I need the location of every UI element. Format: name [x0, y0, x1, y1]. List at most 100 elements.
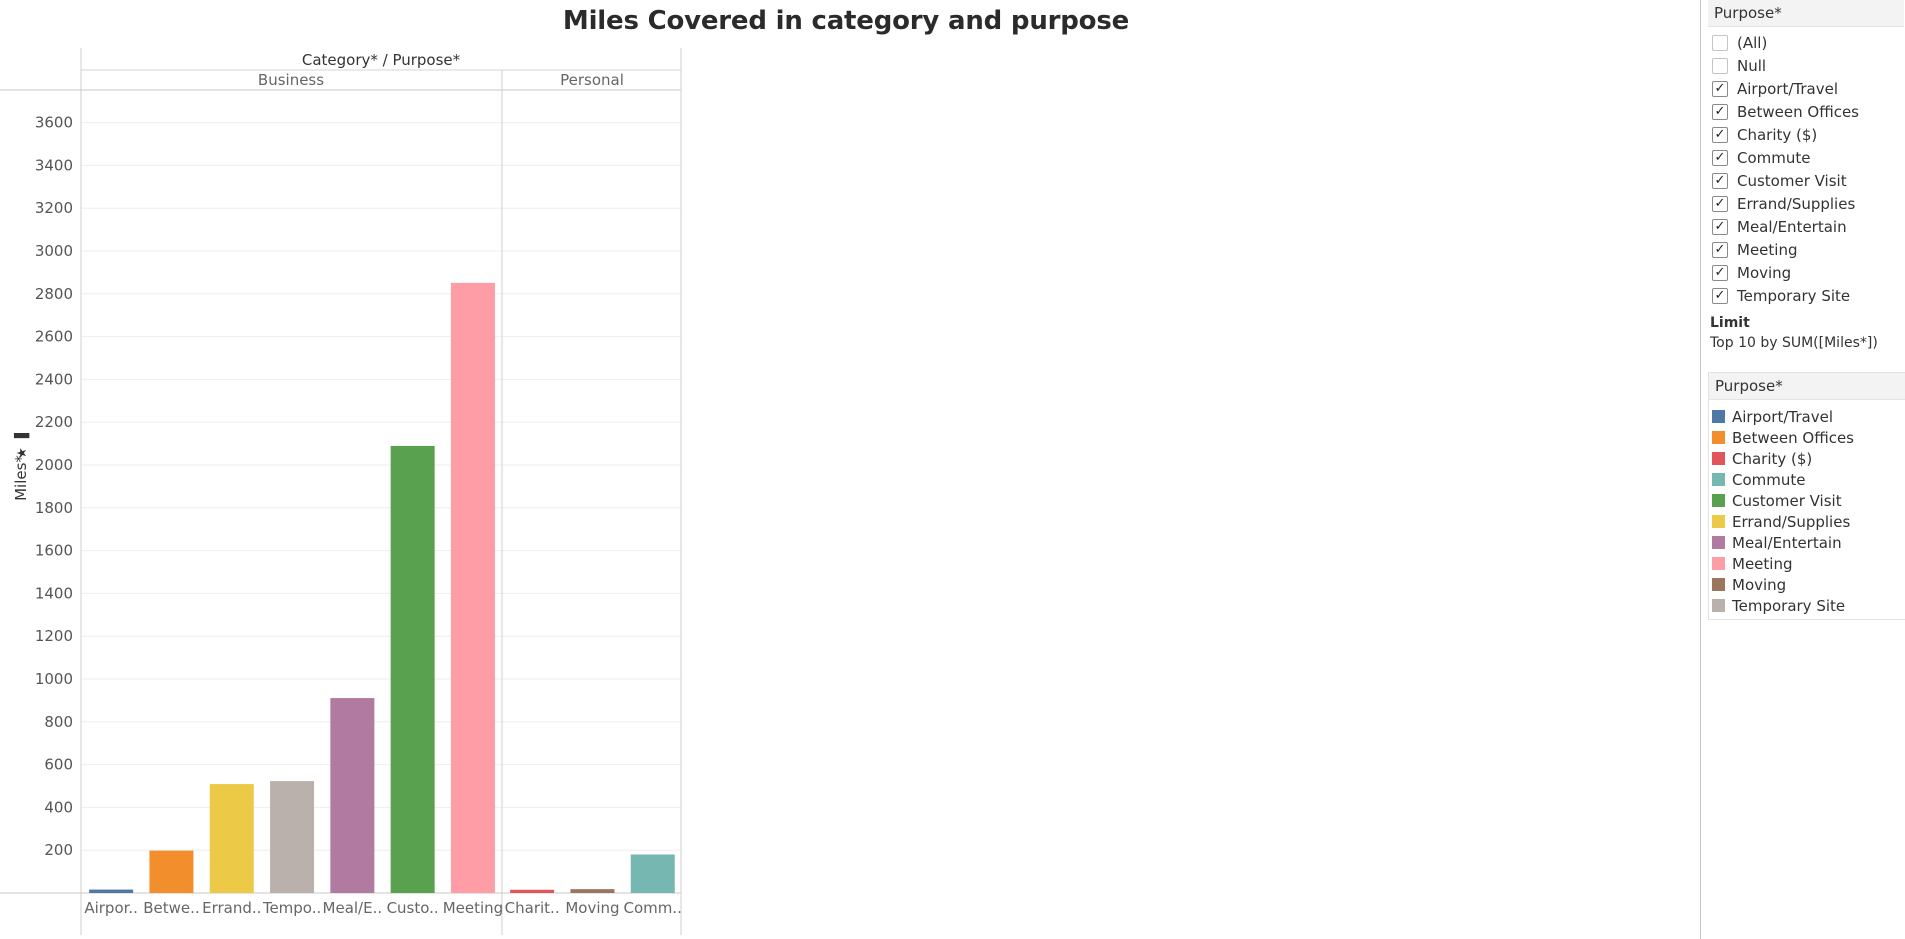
y-tick-label: 600	[44, 756, 73, 774]
filter-item-label: Meeting	[1737, 240, 1798, 259]
filter-item[interactable]: ✓ Between Offices	[1708, 100, 1904, 123]
y-tick-label: 800	[44, 713, 73, 731]
y-tick-label: 1000	[35, 670, 73, 688]
legend-item[interactable]: Between Offices	[1709, 427, 1905, 448]
bar-chart: Category* / Purpose* Business Personal 200 4…	[0, 48, 682, 935]
checkbox-checked-icon[interactable]: ✓	[1712, 264, 1728, 281]
bar	[630, 854, 675, 893]
filter-item-label: Temporary Site	[1737, 286, 1851, 305]
checkbox-checked-icon[interactable]: ✓	[1712, 241, 1728, 258]
y-tick-label: 1600	[35, 542, 73, 560]
filter-item[interactable]: ✓ Meeting	[1708, 238, 1904, 261]
legend-item-label: Errand/Supplies	[1732, 512, 1851, 531]
y-tick-label: 1200	[35, 627, 73, 645]
y-tick-label: 3400	[35, 156, 73, 174]
checkbox-unchecked-icon[interactable]	[1712, 57, 1728, 74]
checkbox-unchecked-icon[interactable]	[1712, 34, 1728, 51]
x-tick-label: Meal/E..	[323, 899, 383, 917]
bar	[270, 781, 315, 893]
legend-item[interactable]: Meal/Entertain	[1709, 532, 1905, 553]
legend-item[interactable]: Temporary Site	[1709, 595, 1905, 616]
legend-swatch	[1712, 431, 1725, 444]
checkbox-checked-icon[interactable]: ✓	[1712, 103, 1728, 120]
legend-item-label: Airport/Travel	[1732, 407, 1833, 426]
y-tick-label: 1400	[35, 584, 73, 602]
filter-item-label: Null	[1737, 56, 1767, 75]
legend-item-label: Between Offices	[1732, 428, 1854, 447]
limit-label: Limit	[1710, 315, 1750, 331]
legend-swatch	[1712, 536, 1725, 549]
filter-list: (All) Null ✓ Airport/Travel ✓ Between Offices…	[1708, 31, 1904, 307]
legend-item-label: Moving	[1732, 575, 1787, 594]
checkbox-checked-icon[interactable]: ✓	[1712, 126, 1728, 143]
filter-item[interactable]: ✓ Commute	[1708, 146, 1904, 169]
filter-item-label: (All)	[1737, 33, 1768, 52]
legend-item-label: Commute	[1732, 470, 1806, 489]
filter-item-label: Charity ($)	[1737, 125, 1818, 144]
filter-item[interactable]: Null	[1708, 54, 1904, 77]
filter-item[interactable]: ✓ Errand/Supplies	[1708, 192, 1904, 215]
x-tick-label: Custo..	[387, 899, 439, 917]
sort-pin-icon: ★ ▐	[13, 432, 30, 459]
legend-title: Purpose*	[1709, 373, 1905, 400]
legend-item[interactable]: Airport/Travel	[1709, 406, 1905, 427]
y-tick-label: 3600	[35, 114, 73, 132]
x-tick-label: Meeting	[443, 899, 503, 917]
filter-item-label: Customer Visit	[1737, 171, 1847, 190]
legend-swatch	[1712, 599, 1725, 612]
filter-item[interactable]: ✓ Charity ($)	[1708, 123, 1904, 146]
y-tick-label: 200	[44, 841, 73, 859]
legend-swatch	[1712, 557, 1725, 570]
legend-item[interactable]: Customer Visit	[1709, 490, 1905, 511]
purpose-legend-panel: Purpose* Airport/Travel Between Offices Ch…	[1708, 372, 1905, 620]
column-header-title: Category* / Purpose*	[302, 51, 461, 69]
x-tick-label: Betwe..	[143, 899, 199, 917]
legend-item-label: Customer Visit	[1732, 491, 1842, 510]
bar	[330, 698, 375, 893]
legend-list: Airport/Travel Between Offices Charity ($)…	[1709, 406, 1905, 616]
checkbox-checked-icon[interactable]: ✓	[1712, 172, 1728, 189]
y-tick-label: 2400	[35, 370, 73, 388]
filter-item[interactable]: ✓ Airport/Travel	[1708, 77, 1904, 100]
legend-item[interactable]: Moving	[1709, 574, 1905, 595]
purpose-filter-panel: Purpose* (All) Null ✓ Airport/Travel ✓ Betwee…	[1708, 0, 1904, 351]
legend-swatch	[1712, 515, 1725, 528]
filter-item[interactable]: ✓ Temporary Site	[1708, 284, 1904, 307]
x-tick-label: Tempo..	[262, 899, 321, 917]
checkbox-checked-icon[interactable]: ✓	[1712, 80, 1728, 97]
y-axis-title: Miles*	[12, 455, 30, 501]
x-tick-label: Errand..	[202, 899, 261, 917]
x-tick-label: Airpor..	[84, 899, 138, 917]
checkbox-checked-icon[interactable]: ✓	[1712, 195, 1728, 212]
checkbox-checked-icon[interactable]: ✓	[1712, 149, 1728, 166]
legend-item-label: Meeting	[1732, 554, 1793, 573]
bar	[510, 889, 555, 893]
legend-swatch	[1712, 473, 1725, 486]
checkbox-checked-icon[interactable]: ✓	[1712, 218, 1728, 235]
filter-item[interactable]: ✓ Customer Visit	[1708, 169, 1904, 192]
filter-item[interactable]: ✓ Meal/Entertain	[1708, 215, 1904, 238]
x-tick-label: Comm..	[624, 899, 682, 917]
bar	[450, 282, 495, 893]
filter-item-label: Between Offices	[1737, 102, 1859, 121]
filter-item[interactable]: (All)	[1708, 31, 1904, 54]
category-label-personal: Personal	[560, 71, 624, 89]
bar	[390, 445, 435, 893]
y-tick-label: 2200	[35, 413, 73, 431]
filter-item-label: Airport/Travel	[1737, 79, 1838, 98]
limit-value: Top 10 by SUM([Miles*])	[1710, 335, 1878, 351]
legend-item[interactable]: Commute	[1709, 469, 1905, 490]
legend-swatch	[1712, 578, 1725, 591]
filter-item[interactable]: ✓ Moving	[1708, 261, 1904, 284]
legend-item[interactable]: Charity ($)	[1709, 448, 1905, 469]
checkbox-checked-icon[interactable]: ✓	[1712, 287, 1728, 304]
legend-swatch	[1712, 410, 1725, 423]
legend-item[interactable]: Errand/Supplies	[1709, 511, 1905, 532]
filter-item-label: Commute	[1737, 148, 1811, 167]
y-tick-label: 3200	[35, 199, 73, 217]
legend-item[interactable]: Meeting	[1709, 553, 1905, 574]
filter-item-label: Meal/Entertain	[1737, 217, 1847, 236]
bar	[209, 784, 254, 893]
y-tick-label: 400	[44, 798, 73, 816]
legend-item-label: Charity ($)	[1732, 449, 1813, 468]
